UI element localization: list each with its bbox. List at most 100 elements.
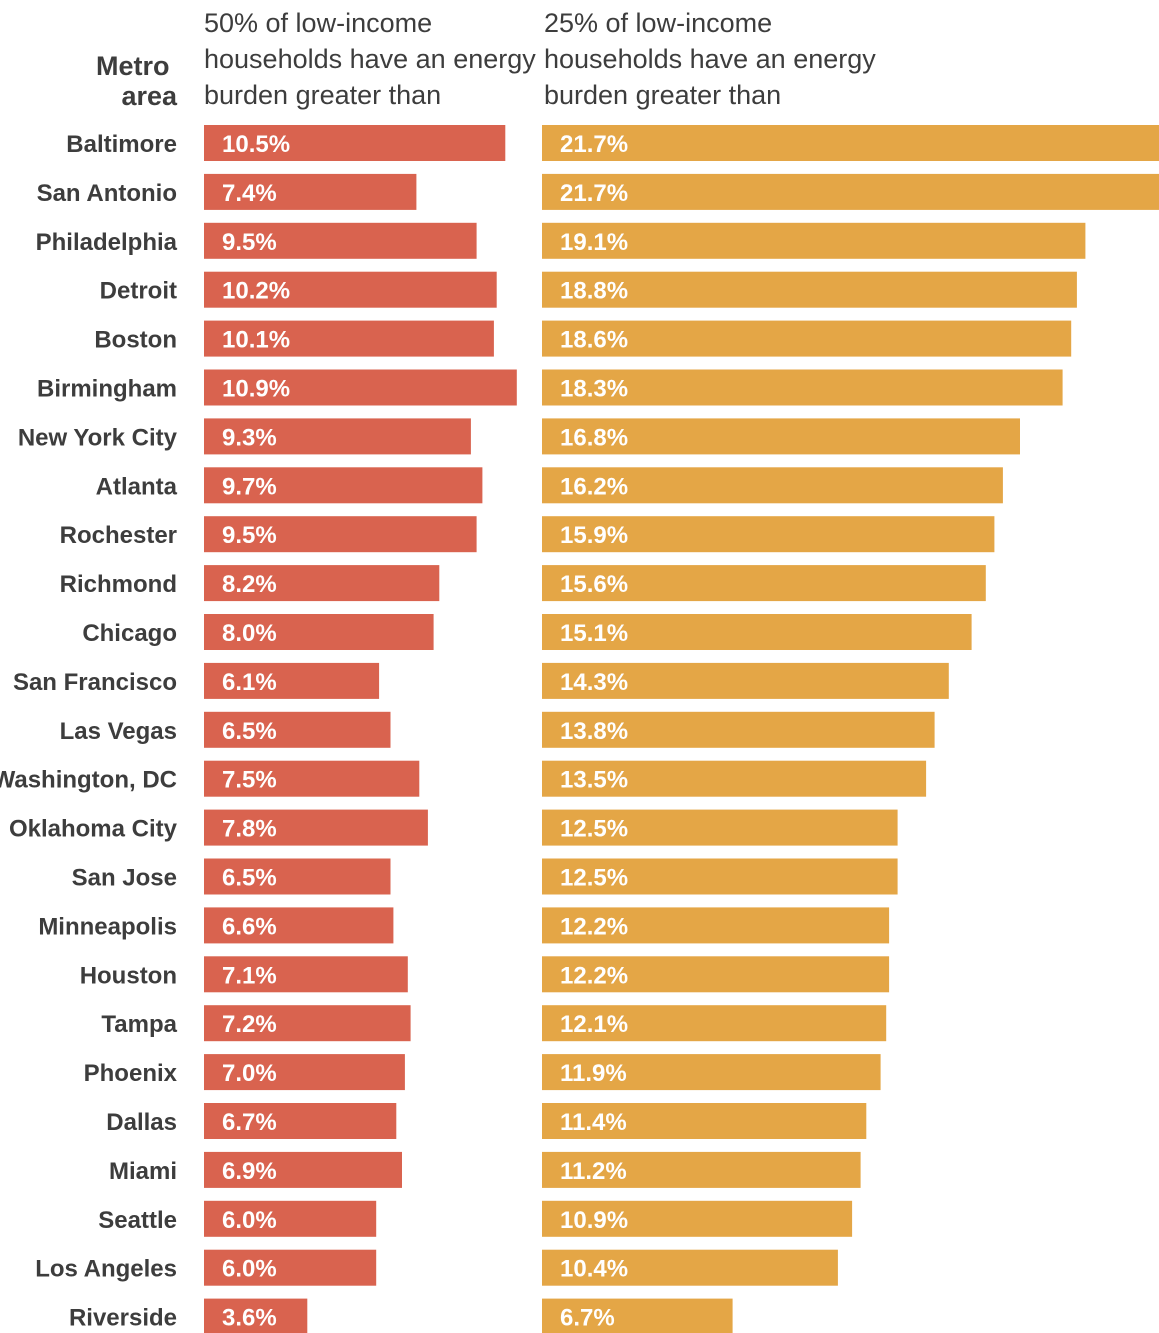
bar-series-2 — [542, 271, 1077, 308]
data-label-series-1: 9.3% — [222, 424, 277, 451]
bar-series-2 — [542, 1103, 867, 1139]
bar-series-2 — [542, 467, 1003, 504]
data-label-series-1: 7.0% — [222, 1060, 277, 1087]
data-label-series-2: 11.2% — [560, 1158, 627, 1185]
bar-series-1 — [204, 956, 408, 993]
data-label-series-2: 6.7% — [560, 1305, 615, 1332]
bar-series-1 — [204, 125, 506, 161]
category-label: Phoenix — [84, 1060, 178, 1087]
data-label-series-1: 7.2% — [222, 1011, 277, 1038]
category-label: San Jose — [72, 865, 177, 892]
bar-series-1 — [204, 320, 494, 357]
data-label-series-1: 10.2% — [222, 278, 290, 305]
bar-series-1 — [204, 369, 517, 406]
bar-series-2 — [542, 320, 1072, 357]
bar-series-2 — [542, 565, 986, 602]
data-label-series-2: 15.6% — [560, 571, 628, 598]
category-label: San Antonio — [37, 180, 177, 207]
bar-series-1 — [204, 467, 483, 504]
data-label-series-2: 16.2% — [560, 473, 628, 500]
series-2-header-line-1: 25% of low-income — [544, 8, 772, 38]
bar-series-1 — [204, 662, 380, 699]
category-label: Richmond — [60, 571, 177, 598]
data-label-series-2: 10.9% — [560, 1207, 628, 1234]
category-label: Boston — [94, 327, 177, 354]
bar-series-1 — [204, 1151, 402, 1188]
data-label-series-1: 10.9% — [222, 376, 290, 403]
chart-rows: Baltimore 10.5% 21.7% San Antonio 7.4% 21.7% P… — [0, 125, 1159, 1333]
bar-series-1 — [204, 614, 434, 650]
series-2-header: 25% of low-income households have an ene… — [544, 8, 883, 110]
data-label-series-1: 9.5% — [222, 522, 277, 549]
data-label-series-2: 15.9% — [560, 522, 628, 549]
data-label-series-1: 7.1% — [222, 962, 277, 989]
data-label-series-1: 9.5% — [222, 229, 277, 256]
data-label-series-1: 7.4% — [222, 180, 277, 207]
series-2-header-line-3: burden greater than — [544, 80, 781, 110]
bar-series-2 — [542, 1054, 881, 1091]
data-label-series-2: 18.8% — [560, 278, 628, 305]
data-label-series-2: 14.3% — [560, 669, 628, 696]
data-label-series-2: 16.8% — [560, 424, 628, 451]
data-label-series-1: 6.5% — [222, 718, 277, 745]
data-label-series-1: 3.6% — [222, 1305, 277, 1332]
bar-series-2 — [542, 1151, 861, 1188]
bar-series-2 — [542, 858, 898, 895]
bar-series-1 — [204, 760, 420, 797]
bar-series-2 — [542, 369, 1063, 406]
category-label: Oklahoma City — [9, 816, 178, 843]
bar-series-2 — [542, 418, 1020, 455]
category-label: San Francisco — [13, 669, 177, 696]
bar-series-2 — [542, 125, 1159, 161]
data-label-series-1: 6.7% — [222, 1109, 277, 1136]
category-header: Metro area — [96, 51, 178, 111]
bar-series-2 — [542, 516, 995, 553]
data-label-series-2: 12.2% — [560, 913, 628, 940]
category-label: Birmingham — [37, 376, 177, 403]
category-label: Chicago — [82, 620, 177, 647]
data-label-series-1: 10.1% — [222, 327, 290, 354]
bar-series-2 — [542, 1200, 853, 1237]
category-label: Houston — [80, 962, 177, 989]
category-label: Washington, DC — [0, 767, 177, 794]
series-2-header-line-2: households have an energy — [544, 44, 876, 74]
data-label-series-1: 6.0% — [222, 1207, 277, 1234]
category-label: Las Vegas — [60, 718, 177, 745]
data-label-series-2: 11.9% — [560, 1060, 627, 1087]
bar-series-2 — [542, 809, 898, 846]
data-label-series-2: 10.4% — [560, 1256, 628, 1283]
bar-series-2 — [542, 711, 935, 748]
category-label: Minneapolis — [38, 913, 177, 940]
data-label-series-2: 12.2% — [560, 962, 628, 989]
category-header-line-2: area — [121, 81, 178, 111]
data-label-series-2: 13.5% — [560, 767, 628, 794]
data-label-series-2: 12.5% — [560, 865, 628, 892]
series-1-header: 50% of low-income households have an ene… — [204, 8, 543, 110]
data-label-series-2: 21.7% — [560, 180, 628, 207]
bar-series-2 — [542, 760, 927, 797]
bar-series-1 — [204, 1103, 397, 1139]
category-label: Philadelphia — [36, 229, 178, 256]
bar-series-1 — [204, 907, 394, 944]
category-label: Miami — [109, 1158, 177, 1185]
bar-series-2 — [542, 907, 890, 944]
category-label: Rochester — [60, 522, 177, 549]
category-label: Seattle — [98, 1207, 177, 1234]
series-1-header-line-3: burden greater than — [204, 80, 441, 110]
data-label-series-1: 9.7% — [222, 473, 277, 500]
bar-series-1 — [204, 418, 471, 455]
series-1-header-line-2: households have an energy — [204, 44, 536, 74]
data-label-series-2: 12.1% — [560, 1011, 628, 1038]
bar-series-2 — [542, 222, 1086, 259]
bar-series-1 — [204, 809, 428, 846]
category-label: Los Angeles — [35, 1256, 177, 1283]
bar-series-1 — [204, 1200, 377, 1237]
data-label-series-1: 6.6% — [222, 913, 277, 940]
data-label-series-2: 13.8% — [560, 718, 628, 745]
category-label: Baltimore — [66, 131, 177, 158]
data-label-series-2: 15.1% — [560, 620, 628, 647]
data-label-series-1: 6.5% — [222, 865, 277, 892]
data-label-series-2: 18.6% — [560, 327, 628, 354]
category-label: Tampa — [101, 1011, 177, 1038]
